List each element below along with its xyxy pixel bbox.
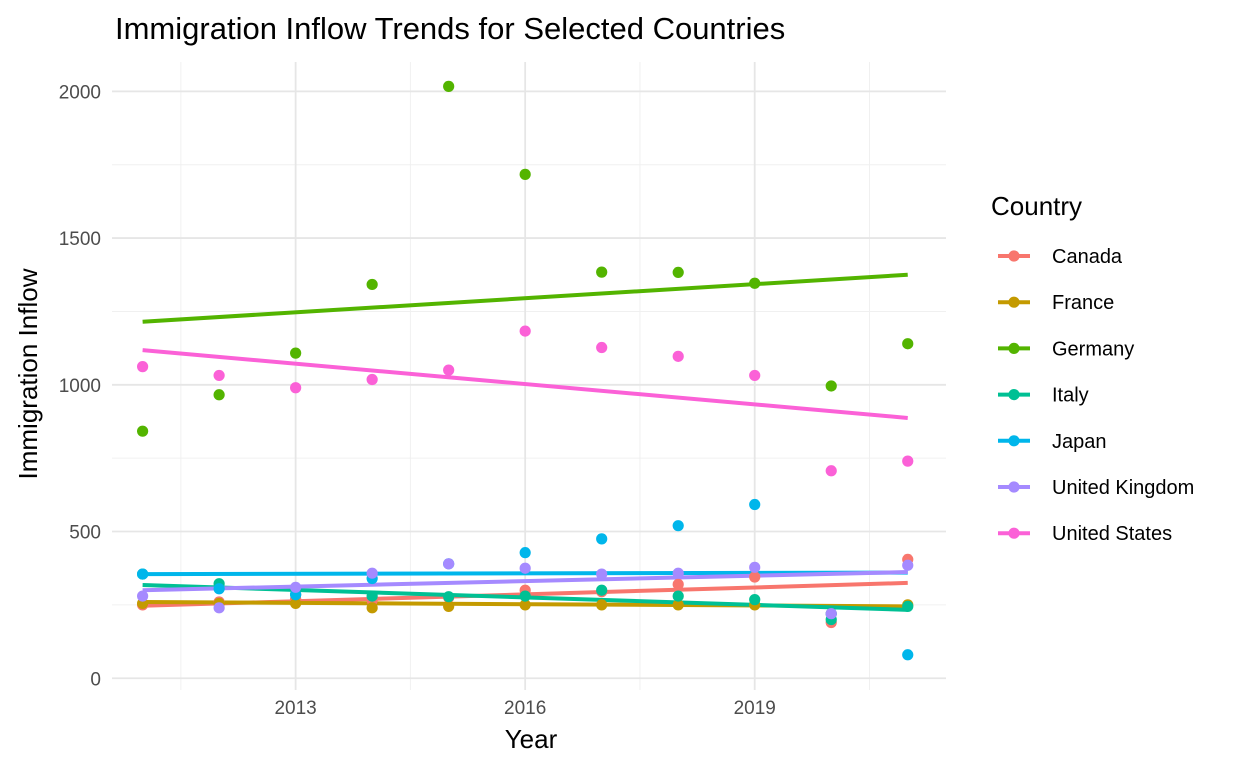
point-france: [443, 600, 455, 612]
y-tick-label: 2000: [59, 82, 101, 103]
x-axis-title: Year: [505, 724, 558, 754]
legend-label-france: France: [1052, 292, 1114, 314]
point-united-kingdom: [443, 558, 455, 570]
legend-label-germany: Germany: [1052, 338, 1134, 360]
point-italy: [366, 590, 378, 602]
point-japan: [213, 583, 225, 595]
point-italy: [902, 600, 914, 612]
point-germany: [596, 266, 608, 278]
data-points: [137, 80, 914, 661]
point-japan: [902, 649, 914, 661]
point-united-states: [366, 373, 378, 386]
point-germany: [672, 266, 684, 279]
point-united-kingdom: [519, 562, 531, 574]
legend: Country Canada France Germany Italy Japan Uni…: [991, 191, 1194, 545]
point-germany: [290, 347, 302, 359]
x-tick-labels: 2013 2016 2019: [274, 698, 775, 719]
x-tick-label: 2019: [734, 698, 776, 719]
legend-label-united-kingdom: United Kingdom: [1052, 477, 1194, 499]
point-italy: [443, 591, 455, 603]
legend-dot-canada: [1008, 250, 1020, 262]
point-united-kingdom: [366, 567, 378, 579]
point-germany: [443, 80, 455, 92]
trend-line-united-kingdom: [142, 570, 908, 593]
point-united-states: [672, 350, 684, 362]
point-united-states: [290, 382, 302, 394]
point-united-kingdom: [749, 561, 761, 573]
point-japan: [137, 568, 149, 580]
point-united-kingdom: [137, 590, 149, 602]
legend-label-united-states: United States: [1052, 523, 1172, 545]
x-tick-label: 2016: [504, 698, 546, 719]
y-tick-label: 1000: [59, 376, 101, 397]
point-japan: [596, 533, 608, 545]
y-tick-label: 500: [69, 523, 101, 544]
point-united-states: [519, 325, 531, 337]
legend-title: Country: [991, 191, 1082, 221]
legend-item-canada: Canada: [998, 246, 1123, 268]
point-canada: [749, 571, 761, 583]
point-united-kingdom: [825, 608, 837, 620]
legend-label-italy: Italy: [1052, 385, 1089, 407]
point-canada: [672, 578, 684, 590]
y-tick-labels: 0 500 1000 1500 2000: [59, 82, 101, 690]
point-germany: [519, 168, 531, 180]
point-italy: [749, 594, 761, 606]
legend-item-united-states: United States: [998, 523, 1172, 545]
point-japan: [749, 498, 761, 511]
x-tick-label: 2013: [274, 698, 316, 719]
point-united-states: [749, 369, 761, 382]
legend-label-japan: Japan: [1052, 431, 1107, 453]
point-germany: [749, 277, 761, 289]
y-axis-title: Immigration Inflow: [13, 268, 43, 479]
legend-item-japan: Japan: [998, 431, 1107, 453]
point-germany: [825, 380, 837, 392]
legend-dot-united-states: [1008, 527, 1020, 539]
legend-dot-italy: [1008, 389, 1020, 401]
legend-dot-united-kingdom: [1008, 481, 1020, 493]
trend-line-germany: [142, 272, 908, 324]
point-japan: [519, 547, 531, 559]
point-united-states: [825, 465, 837, 477]
legend-items: Canada France Germany Italy Japan United King…: [998, 246, 1194, 545]
y-tick-label: 1500: [59, 229, 101, 250]
point-united-states: [902, 455, 914, 467]
legend-item-germany: Germany: [998, 338, 1134, 360]
point-germany: [213, 389, 225, 401]
point-france: [596, 599, 608, 611]
point-italy: [672, 590, 684, 602]
legend-item-italy: Italy: [998, 385, 1089, 407]
trend-line-united-states: [142, 348, 908, 420]
point-italy: [596, 584, 608, 596]
y-tick-label: 0: [90, 669, 101, 690]
point-united-kingdom: [596, 568, 608, 580]
legend-item-united-kingdom: United Kingdom: [998, 477, 1194, 499]
point-germany: [366, 278, 378, 291]
point-germany: [137, 425, 149, 437]
point-france: [519, 599, 531, 611]
point-united-kingdom: [213, 602, 225, 614]
legend-dot-japan: [1008, 435, 1020, 447]
legend-dot-france: [1008, 296, 1020, 308]
point-italy: [519, 590, 531, 602]
point-united-kingdom: [672, 567, 684, 579]
legend-label-canada: Canada: [1052, 246, 1123, 268]
point-japan: [672, 520, 684, 532]
point-united-kingdom: [290, 581, 302, 593]
point-france: [366, 602, 378, 614]
point-united-states: [213, 369, 225, 382]
point-united-states: [596, 341, 608, 354]
point-france: [672, 599, 684, 611]
legend-item-france: France: [998, 292, 1114, 314]
point-united-kingdom: [902, 559, 914, 571]
chart-title: Immigration Inflow Trends for Selected C…: [115, 11, 785, 46]
legend-dot-germany: [1008, 342, 1020, 354]
point-france: [290, 597, 302, 610]
point-united-states: [443, 364, 455, 376]
point-united-states: [137, 361, 149, 373]
point-germany: [902, 338, 914, 350]
